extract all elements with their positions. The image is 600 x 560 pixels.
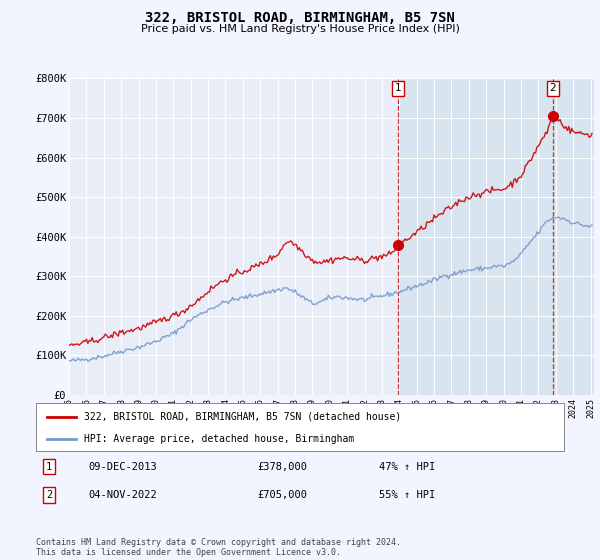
Text: 47% ↑ HPI: 47% ↑ HPI: [379, 461, 436, 472]
Text: 322, BRISTOL ROAD, BIRMINGHAM, B5 7SN (detached house): 322, BRISTOL ROAD, BIRMINGHAM, B5 7SN (d…: [83, 412, 401, 422]
Text: £378,000: £378,000: [258, 461, 308, 472]
Text: 09-DEC-2013: 09-DEC-2013: [89, 461, 158, 472]
Text: Contains HM Land Registry data © Crown copyright and database right 2024.
This d: Contains HM Land Registry data © Crown c…: [36, 538, 401, 557]
Text: 04-NOV-2022: 04-NOV-2022: [89, 490, 158, 500]
Text: 1: 1: [395, 83, 401, 93]
Bar: [398, 78, 594, 395]
Text: 55% ↑ HPI: 55% ↑ HPI: [379, 490, 436, 500]
Text: 1: 1: [46, 461, 52, 472]
Text: Price paid vs. HM Land Registry's House Price Index (HPI): Price paid vs. HM Land Registry's House …: [140, 24, 460, 34]
Text: 322, BRISTOL ROAD, BIRMINGHAM, B5 7SN: 322, BRISTOL ROAD, BIRMINGHAM, B5 7SN: [145, 11, 455, 25]
Text: 2: 2: [550, 83, 556, 93]
Text: £705,000: £705,000: [258, 490, 308, 500]
Text: 2: 2: [46, 490, 52, 500]
Text: HPI: Average price, detached house, Birmingham: HPI: Average price, detached house, Birm…: [83, 434, 354, 444]
